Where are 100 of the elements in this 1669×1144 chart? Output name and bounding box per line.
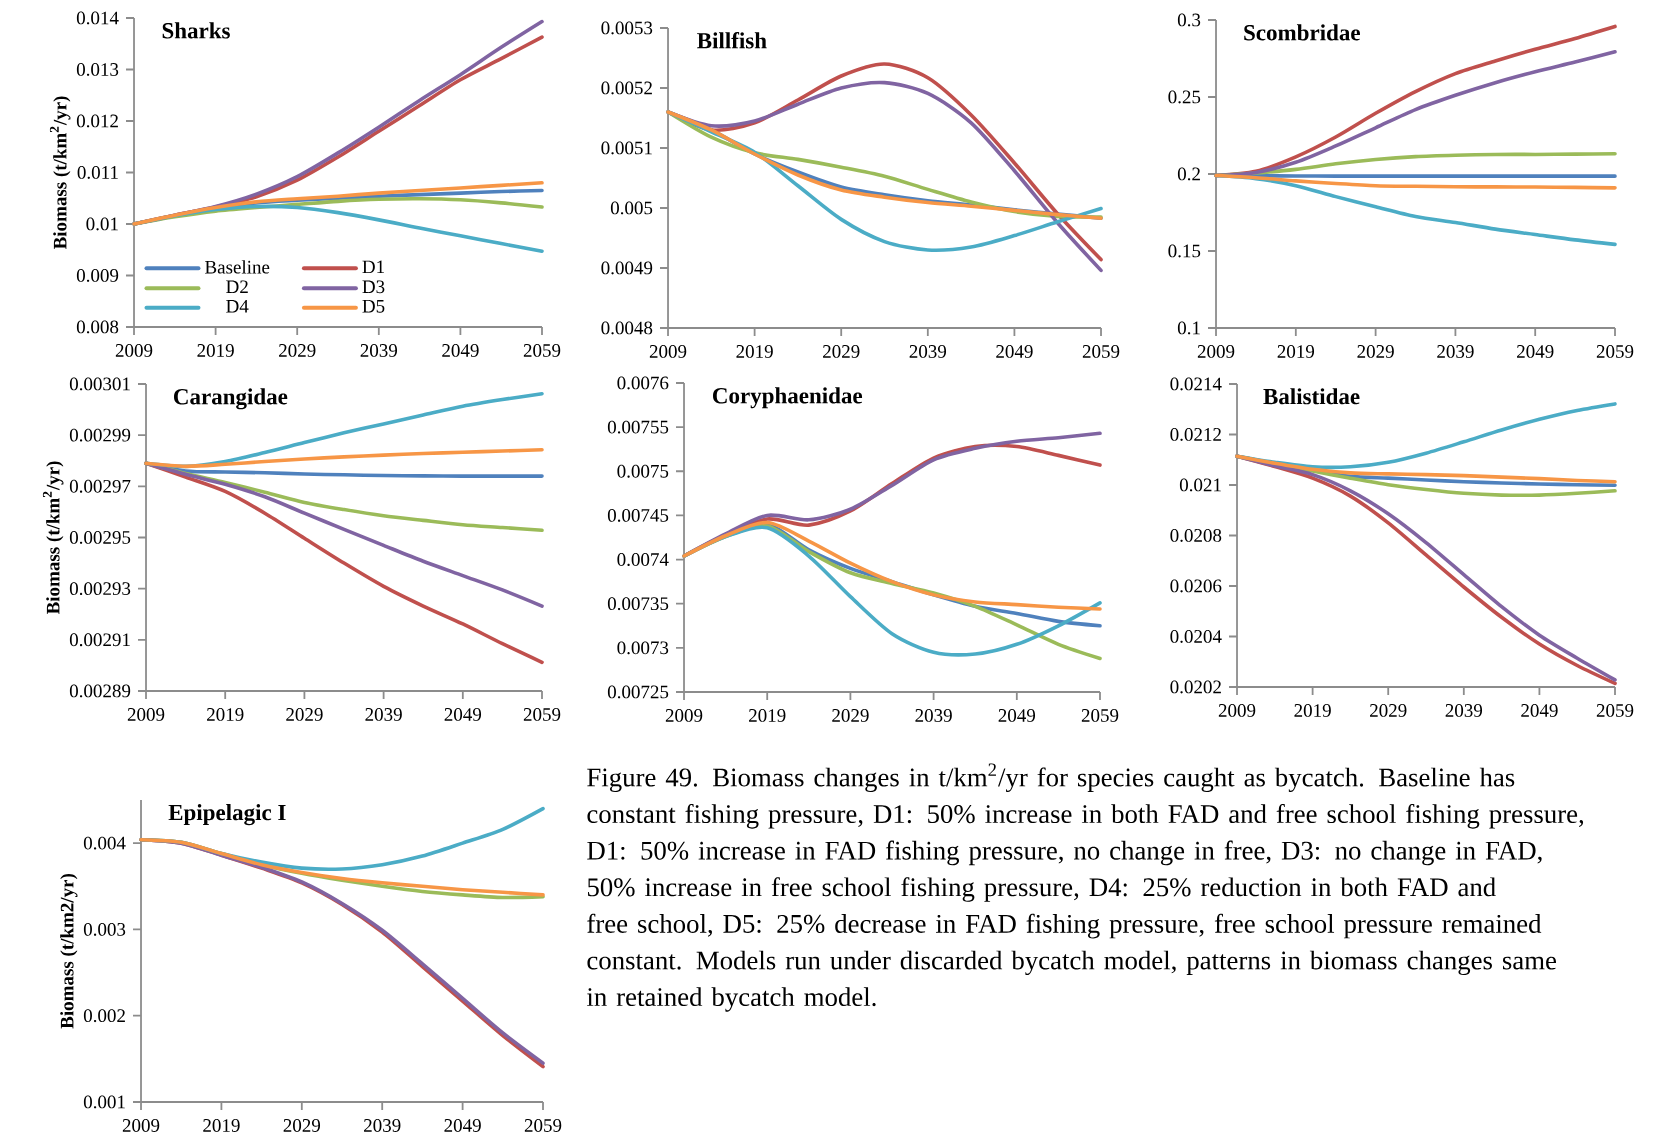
y-tick-label: 0.0074 bbox=[617, 553, 669, 567]
x-tick-label: 2049 bbox=[444, 1119, 481, 1132]
x-tick-label: 2059 bbox=[1082, 345, 1120, 358]
x-tick-label: 2049 bbox=[996, 345, 1033, 358]
y-tick-label: 0.0214 bbox=[1170, 377, 1222, 391]
chart-title: Balistidae bbox=[1263, 388, 1360, 405]
line-series bbox=[132, 180, 544, 226]
x-tick-label: 2039 bbox=[1445, 704, 1483, 717]
y-tick-label: 0.0212 bbox=[1170, 428, 1221, 441]
y-tick-label: 0.2 bbox=[1177, 167, 1200, 181]
x-tick-label: 2019 bbox=[197, 344, 234, 357]
legend-label: Baseline bbox=[205, 260, 270, 274]
line-series bbox=[682, 520, 1102, 611]
x-tick-label: 2009 bbox=[1197, 345, 1235, 358]
legend-label: D3 bbox=[362, 280, 385, 294]
y-tick-label: 0.008 bbox=[76, 320, 119, 334]
y-tick-label: 0.021 bbox=[1179, 478, 1221, 492]
legend-label: D1 bbox=[362, 260, 384, 274]
x-tick-label: 2019 bbox=[749, 709, 786, 722]
y-tick-label: 0.005 bbox=[610, 201, 653, 215]
y-tick-label: 0.15 bbox=[1168, 244, 1201, 258]
legend-label: D4 bbox=[226, 299, 249, 313]
x-tick-label: 2029 bbox=[1370, 704, 1407, 717]
y-tick-label: 0.00301 bbox=[69, 377, 130, 391]
x-tick-label: 2009 bbox=[127, 708, 165, 721]
chart-title: Billfish bbox=[697, 32, 767, 49]
x-tick-label: 2009 bbox=[122, 1119, 160, 1132]
x-tick-label: 2029 bbox=[823, 345, 860, 358]
y-tick-label: 0.009 bbox=[76, 269, 119, 282]
chart-title: Carangidae bbox=[174, 388, 288, 410]
y-tick-label: 0.00745 bbox=[607, 508, 669, 522]
y-axis-title: Biomass (t/km$^{2}$/yr) bbox=[49, 96, 71, 250]
y-tick-label: 0.25 bbox=[1168, 90, 1201, 104]
x-tick-label: 2049 bbox=[1517, 345, 1554, 358]
y-tick-label: 0.00295 bbox=[69, 531, 131, 544]
y-tick-label: 0.0073 bbox=[617, 641, 669, 655]
x-tick-label: 2059 bbox=[1596, 345, 1634, 358]
y-tick-label: 0.013 bbox=[76, 63, 119, 76]
y-axis-title: Biomass (t/km2/yr) bbox=[60, 873, 78, 1029]
y-tick-label: 0.0202 bbox=[1170, 680, 1221, 694]
x-tick-label: 2019 bbox=[1277, 345, 1315, 358]
x-tick-label: 2029 bbox=[279, 344, 316, 357]
line-series bbox=[1214, 173, 1617, 190]
y-axis-title: Biomass (t/km$^{2}$/yr) bbox=[42, 461, 64, 615]
y-tick-label: 0.00297 bbox=[69, 479, 131, 493]
x-tick-label: 2049 bbox=[1521, 704, 1558, 717]
y-tick-label: 0.002 bbox=[83, 1009, 125, 1023]
x-tick-label: 2049 bbox=[998, 709, 1036, 722]
x-tick-label: 2049 bbox=[444, 708, 482, 721]
line-series bbox=[144, 447, 544, 469]
x-tick-label: 2039 bbox=[360, 344, 398, 357]
y-tick-label: 0.00293 bbox=[69, 582, 131, 596]
y-tick-label: 0.0206 bbox=[1170, 579, 1222, 593]
x-tick-label: 2009 bbox=[649, 345, 687, 358]
y-tick-label: 0.0051 bbox=[601, 141, 652, 155]
x-tick-label: 2019 bbox=[207, 708, 244, 721]
x-tick-label: 2039 bbox=[915, 709, 952, 722]
legend-label: D2 bbox=[226, 280, 248, 294]
x-tick-label: 2029 bbox=[286, 708, 323, 721]
y-tick-label: 0.0076 bbox=[617, 376, 669, 390]
x-tick-label: 2019 bbox=[1294, 704, 1331, 717]
x-tick-label: 2039 bbox=[365, 708, 402, 721]
y-tick-label: 0.003 bbox=[83, 922, 126, 936]
y-tick-label: 0.014 bbox=[76, 11, 119, 25]
y-tick-label: 0.011 bbox=[77, 166, 118, 179]
y-tick-label: 0.0075 bbox=[617, 464, 669, 478]
chart-title: Epipelagic I bbox=[168, 804, 286, 826]
chart-title: Scombridae bbox=[1244, 24, 1360, 41]
y-tick-label: 0.1 bbox=[1177, 321, 1200, 335]
y-tick-label: 0.001 bbox=[83, 1095, 125, 1109]
x-tick-label: 2059 bbox=[1596, 704, 1634, 717]
y-tick-label: 0.0208 bbox=[1170, 529, 1222, 542]
x-tick-label: 2059 bbox=[523, 344, 561, 357]
x-tick-label: 2039 bbox=[909, 345, 947, 358]
text: Figure 49. Biomass changes in t/km$^{2}$/yr for species caught as bycatch. Baseline has constant fishing pressure, D1: 50% increase in both FAD and free school fishing pressure, D1: 50% increase in FAD fishing pressure, no change in free, D3: no change in FAD, 50% increase in free school fishing pressure, D4: 25% reduction in both FAD and free school, D5: 25% decrease in FAD fishing pressure, free school pressure remained constant. Models run under discarded bycatch model, patterns in biomass changes same in retained bycatch model. bbox=[586, 763, 1584, 1012]
y-tick-label: 0.00289 bbox=[69, 684, 131, 698]
x-tick-label: 2039 bbox=[1437, 345, 1474, 358]
y-tick-label: 0.00725 bbox=[607, 685, 669, 699]
y-tick-label: 0.0048 bbox=[601, 321, 653, 335]
y-tick-label: 0.00299 bbox=[69, 428, 131, 442]
y-tick-label: 0.01 bbox=[86, 217, 118, 231]
x-tick-label: 2019 bbox=[736, 345, 773, 358]
x-tick-label: 2029 bbox=[1357, 345, 1394, 358]
y-tick-label: 0.0052 bbox=[601, 81, 652, 95]
y-tick-label: 0.00291 bbox=[69, 633, 130, 647]
x-tick-label: 2029 bbox=[832, 709, 869, 722]
x-tick-label: 2049 bbox=[442, 344, 479, 357]
legend-label: D5 bbox=[362, 300, 385, 313]
x-tick-label: 2059 bbox=[1081, 709, 1119, 722]
x-tick-label: 2059 bbox=[523, 708, 561, 721]
y-tick-label: 0.00735 bbox=[607, 597, 669, 611]
x-tick-label: 2019 bbox=[203, 1119, 240, 1132]
x-tick-label: 2039 bbox=[364, 1119, 401, 1132]
y-tick-label: 0.0049 bbox=[601, 261, 653, 275]
x-tick-label: 2009 bbox=[665, 709, 703, 722]
y-tick-label: 0.004 bbox=[83, 836, 126, 850]
x-tick-label: 2059 bbox=[524, 1119, 562, 1132]
x-tick-label: 2009 bbox=[115, 344, 153, 357]
y-tick-label: 0.00755 bbox=[607, 420, 669, 434]
y-tick-label: 0.0053 bbox=[601, 21, 653, 35]
